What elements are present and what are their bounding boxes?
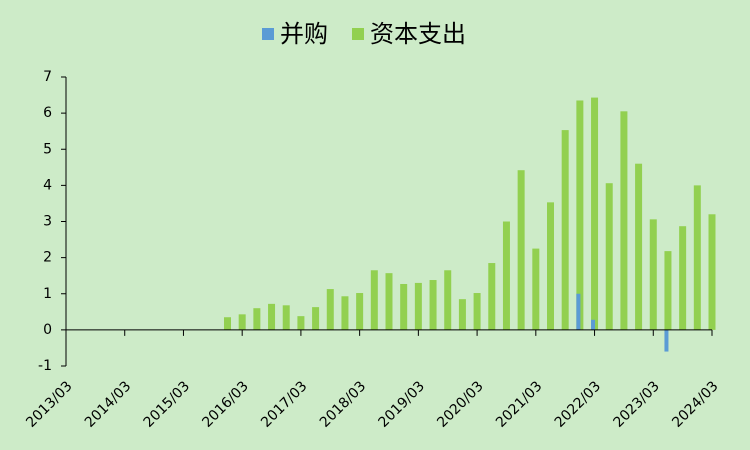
y-tick-label: -1 — [38, 358, 52, 374]
y-tick-label: 6 — [43, 105, 52, 121]
bar — [620, 111, 628, 330]
bar — [370, 270, 378, 330]
bar — [385, 273, 393, 330]
y-tick-label: 0 — [43, 322, 52, 338]
bar — [635, 163, 643, 330]
bar — [458, 299, 466, 330]
bar — [312, 307, 320, 330]
legend-label: 资本支出 — [370, 20, 466, 48]
bar — [253, 308, 261, 330]
x-tick-label: 2014/03 — [82, 378, 134, 430]
bar — [356, 293, 364, 330]
bar — [238, 314, 246, 330]
x-tick-label: 2024/03 — [669, 378, 721, 430]
y-tick-label: 7 — [43, 69, 52, 85]
bar — [561, 130, 569, 330]
bar — [679, 226, 687, 330]
legend-swatch — [262, 28, 274, 40]
y-tick-label: 5 — [43, 141, 52, 157]
bar — [268, 303, 276, 330]
bar — [605, 183, 613, 330]
y-tick-label: 2 — [43, 250, 52, 266]
bar — [326, 289, 334, 330]
x-tick-label: 2019/03 — [376, 378, 428, 430]
bar — [664, 329, 669, 352]
x-tick-label: 2022/03 — [552, 378, 604, 430]
x-tick-label: 2015/03 — [141, 378, 193, 430]
y-tick-label: 3 — [43, 214, 52, 230]
bar — [576, 293, 581, 330]
bar — [282, 305, 290, 330]
bar — [224, 317, 231, 330]
bar — [400, 283, 408, 330]
x-tick-label: 2016/03 — [199, 378, 251, 430]
legend-label: 并购 — [280, 20, 328, 48]
bar — [708, 214, 716, 330]
bar — [547, 202, 554, 330]
x-tick-label: 2021/03 — [493, 378, 545, 430]
x-tick-label: 2023/03 — [610, 378, 662, 430]
bar — [693, 185, 701, 330]
x-tick-label: 2018/03 — [317, 378, 369, 430]
bar — [591, 319, 596, 330]
bar — [591, 97, 599, 330]
legend-swatch — [352, 28, 364, 40]
bar — [488, 263, 496, 330]
x-tick-label: 2020/03 — [434, 378, 486, 430]
bar — [473, 293, 481, 330]
bar — [429, 280, 437, 330]
bar — [517, 170, 525, 330]
bar — [532, 248, 540, 330]
bar — [341, 296, 349, 330]
bar — [414, 282, 422, 330]
bar — [502, 221, 510, 330]
y-tick-label: 1 — [43, 286, 52, 302]
bar — [297, 316, 305, 330]
x-tick-label: 2013/03 — [23, 378, 75, 430]
bar — [576, 100, 584, 330]
x-tick-label: 2017/03 — [258, 378, 310, 430]
bar — [649, 219, 657, 330]
bar — [444, 270, 452, 330]
y-tick-label: 4 — [43, 177, 52, 193]
bar — [664, 251, 672, 330]
